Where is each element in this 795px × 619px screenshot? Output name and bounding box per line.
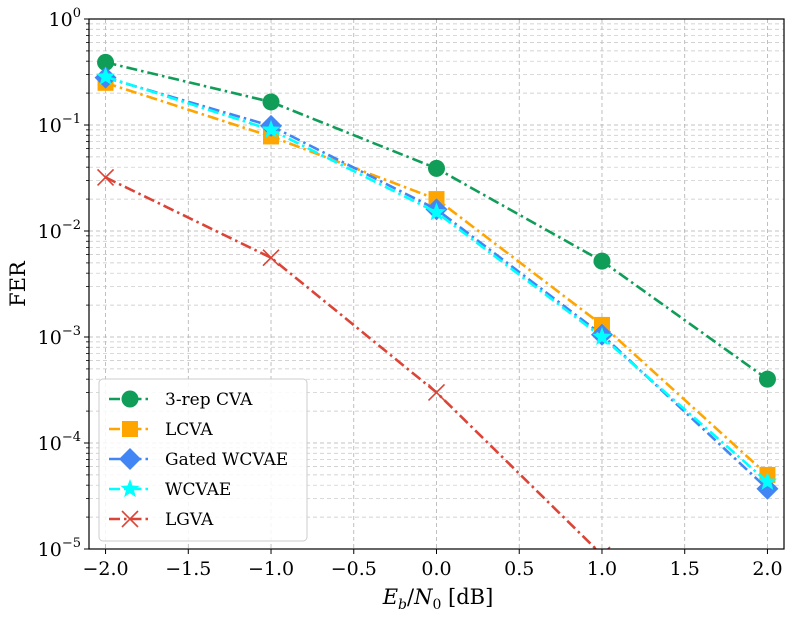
series-lgva: [96, 168, 611, 549]
data-point: [758, 370, 776, 388]
legend-item: Gated WCVAE: [109, 448, 288, 470]
data-point: [426, 202, 447, 221]
data-point: [593, 252, 611, 270]
legend-marker: [121, 510, 139, 528]
legend-label: Gated WCVAE: [165, 450, 288, 470]
legend-marker: [122, 421, 138, 437]
y-tick-label: 10−1: [38, 112, 81, 137]
x-tick-label: 1.5: [670, 558, 700, 580]
y-tick-label: 10−4: [38, 430, 81, 455]
series-line: [105, 75, 769, 483]
legend-item: LCVA: [109, 420, 213, 440]
xlabel-slash: /: [407, 585, 415, 609]
xlabel-n: N: [413, 585, 433, 609]
x-tick-label: −1.5: [165, 558, 211, 580]
legend-marker: [119, 448, 141, 470]
data-point: [757, 471, 777, 490]
x-tick-label: 2.0: [752, 558, 782, 580]
data-point: [427, 383, 446, 401]
data-point: [592, 327, 612, 346]
y-tick-label: 10−2: [38, 218, 81, 243]
y-tick-label: 10−3: [38, 324, 81, 349]
xlabel-b: b: [398, 597, 407, 613]
legend-label: WCVAE: [165, 480, 231, 500]
legend-item: WCVAE: [109, 479, 231, 500]
data-point: [428, 159, 445, 177]
legend: 3-rep CVA LCVA Gated WCVAE WCVAE LGVA: [98, 378, 308, 542]
legend-label: LGVA: [165, 510, 214, 530]
series-group: [94, 53, 779, 549]
x-tick-label: 0.5: [504, 558, 534, 580]
x-tick-label: 1.0: [587, 558, 617, 580]
xlabel-unit: [dB]: [441, 585, 493, 609]
data-point: [756, 477, 779, 500]
legend-box: [98, 378, 308, 542]
series-line: [105, 61, 769, 381]
ticks: −2.0 −1.5 −1.0 −0.5 0.0 0.5 1.0 1.5 2.0 100 10−1 10…: [38, 6, 783, 580]
y-tick-label: 10−5: [38, 536, 81, 561]
legend-item: LGVA: [109, 510, 214, 530]
legend-marker: [120, 479, 140, 498]
x-tick-label: −1.0: [248, 558, 294, 580]
legend-label: LCVA: [165, 420, 213, 440]
data-point: [96, 168, 115, 187]
data-point: [262, 93, 280, 111]
legend-label: 3-rep CVA: [165, 390, 253, 410]
legend-marker: [121, 390, 139, 408]
series-3-rep-cva: [97, 53, 776, 388]
legend-item: 3-rep CVA: [109, 390, 253, 410]
x-tick-label: −0.5: [331, 558, 377, 580]
x-tick-label: −2.0: [82, 558, 128, 580]
data-point: [96, 66, 116, 85]
xlabel-e: E: [382, 585, 398, 609]
series-wcvae: [96, 66, 777, 490]
series-line: [104, 176, 598, 549]
xlabel-zero: 0: [432, 597, 441, 613]
x-axis-label: Eb/N0 [dB]: [382, 585, 494, 613]
data-point: [261, 119, 281, 138]
data-point: [97, 53, 115, 71]
data-point: [262, 249, 280, 267]
y-axis-label: FER: [6, 260, 30, 307]
y-tick-label: 100: [49, 6, 81, 31]
x-tick-label: 0.0: [421, 558, 451, 580]
